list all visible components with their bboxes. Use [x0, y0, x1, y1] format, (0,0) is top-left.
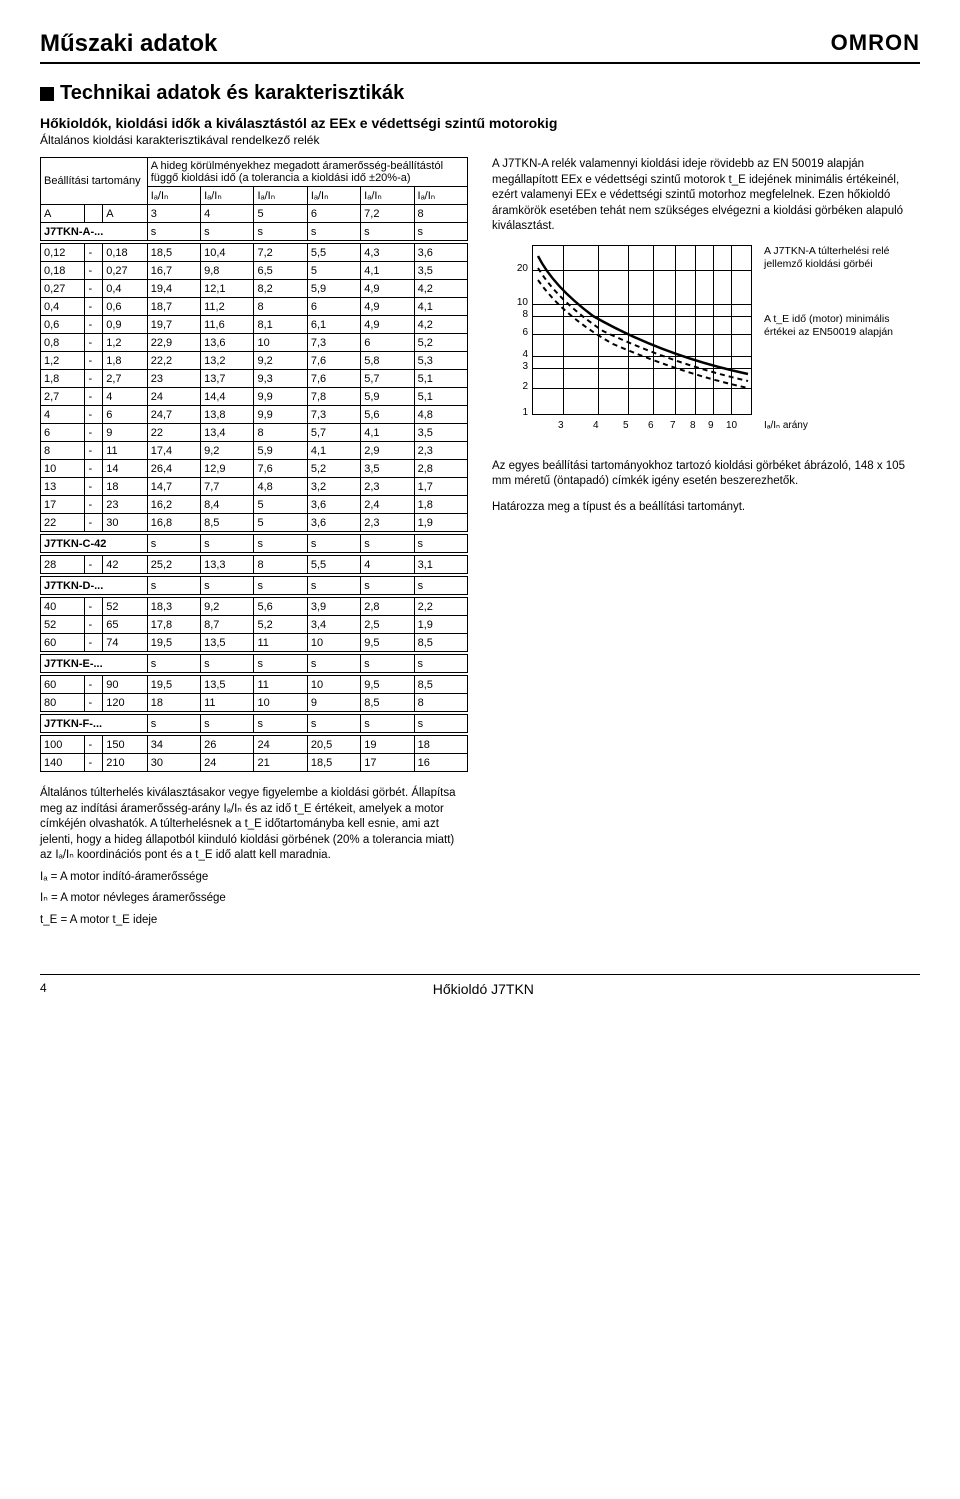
model-row-e: J7TKN-E-... ssssss	[40, 654, 468, 673]
table-row: 6-92213,485,74,13,5	[41, 424, 468, 442]
table-row: 2,7-42414,49,97,85,95,1	[41, 388, 468, 406]
brand-logo: OMRON	[831, 30, 920, 56]
table-row: 28-4225,213,385,543,1	[41, 556, 468, 574]
table-row: 17-2316,28,453,62,41,8	[41, 496, 468, 514]
table-row: 100-15034262420,51918	[41, 736, 468, 754]
page-number: 4	[40, 981, 47, 997]
table-row: 0,8-1,222,913,6107,365,2	[41, 334, 468, 352]
table-row: 13-1814,77,74,83,22,31,7	[41, 478, 468, 496]
model-row-f: J7TKN-F-... ssssss	[40, 714, 468, 733]
hdr-desc: A hideg körülményekhez megadott áramerős…	[147, 158, 467, 187]
table-row: 0,18-0,2716,79,86,554,13,5	[41, 262, 468, 280]
table-row: 0,6-0,919,711,68,16,14,94,2	[41, 316, 468, 334]
table-row: 140-21030242118,51716	[41, 754, 468, 772]
table-row: 1,2-1,822,213,29,27,65,85,3	[41, 352, 468, 370]
page-title: Műszaki adatok	[40, 30, 217, 58]
data-table-a: 0,12-0,1818,510,47,25,54,33,60,18-0,2716…	[40, 243, 468, 532]
curve-svg	[533, 246, 753, 416]
table-row: 40-5218,39,25,63,92,82,2	[41, 598, 468, 616]
ratio-lbl: Iₐ/Iₙ	[414, 187, 467, 205]
trip-curve-chart: 20 10 8 6 4 3 2 1 3 4 5 6 7 8 9 10 Iₐ/Iₙ…	[502, 245, 802, 445]
ratio-lbl: Iₐ/Iₙ	[147, 187, 200, 205]
ratio-lbl: Iₐ/Iₙ	[307, 187, 360, 205]
square-bullet-icon	[40, 87, 54, 101]
table-row: 4-624,713,89,97,35,64,8	[41, 406, 468, 424]
subheading-2: Általános kioldási karakterisztikával re…	[40, 133, 920, 147]
right-p1: A J7TKN-A relék valamennyi kioldási idej…	[492, 157, 920, 235]
footer-text: Hőkioldó J7TKN	[433, 981, 534, 997]
table-row: 60-7419,513,511109,58,5	[41, 634, 468, 652]
notes-block: Általános túlterhelés kiválasztásakor ve…	[40, 786, 468, 928]
model-row-d: J7TKN-D-... ssssss	[40, 576, 468, 595]
subheading-1: Hőkioldók, kioldási idők a kiválasztástó…	[40, 115, 920, 131]
data-table-c: 28-4225,213,385,543,1	[40, 555, 468, 574]
table-row: 8-1117,49,25,94,12,92,3	[41, 442, 468, 460]
spec-table: Beállítási tartomány A hideg körülmények…	[40, 157, 468, 241]
right-p2: Az egyes beállítási tartományokhoz tarto…	[492, 459, 920, 490]
model-row-a: J7TKN-A-... ssssss	[41, 223, 468, 241]
table-row: 10-1426,412,97,65,23,52,8	[41, 460, 468, 478]
table-row: 0,4-0,618,711,2864,94,1	[41, 298, 468, 316]
chart-annotation-2: A t_E idő (motor) minimális értékei az E…	[764, 313, 894, 339]
data-table-d: 40-5218,39,25,63,92,82,252-6517,88,75,23…	[40, 597, 468, 652]
ratio-lbl: Iₐ/Iₙ	[201, 187, 254, 205]
data-table-f: 100-15034262420,51918140-21030242118,517…	[40, 735, 468, 772]
table-row: 52-6517,88,75,23,42,51,9	[41, 616, 468, 634]
table-row: 22-3016,88,553,62,31,9	[41, 514, 468, 532]
ratio-lbl: Iₐ/Iₙ	[361, 187, 414, 205]
section-heading: Technikai adatok és karakterisztikák	[40, 82, 920, 105]
table-row: 60-9019,513,511109,58,5	[41, 676, 468, 694]
chart-annotation-1: A J7TKN-A túlterhelési relé jellemző kio…	[764, 245, 894, 271]
hdr-range: Beállítási tartomány	[41, 158, 148, 205]
table-row: 0,27-0,419,412,18,25,94,94,2	[41, 280, 468, 298]
right-p3: Határozza meg a típust és a beállítási t…	[492, 500, 920, 516]
ratio-lbl: Iₐ/Iₙ	[254, 187, 307, 205]
table-row: 0,12-0,1818,510,47,25,54,33,6	[41, 244, 468, 262]
page-footer: 4 Hőkioldó J7TKN	[40, 974, 920, 997]
data-table-e: 60-9019,513,511109,58,580-12018111098,58	[40, 675, 468, 712]
table-row: 1,8-2,72313,79,37,65,75,1	[41, 370, 468, 388]
table-row: 80-12018111098,58	[41, 694, 468, 712]
model-row-c: J7TKN-C-42 ssssss	[40, 534, 468, 553]
